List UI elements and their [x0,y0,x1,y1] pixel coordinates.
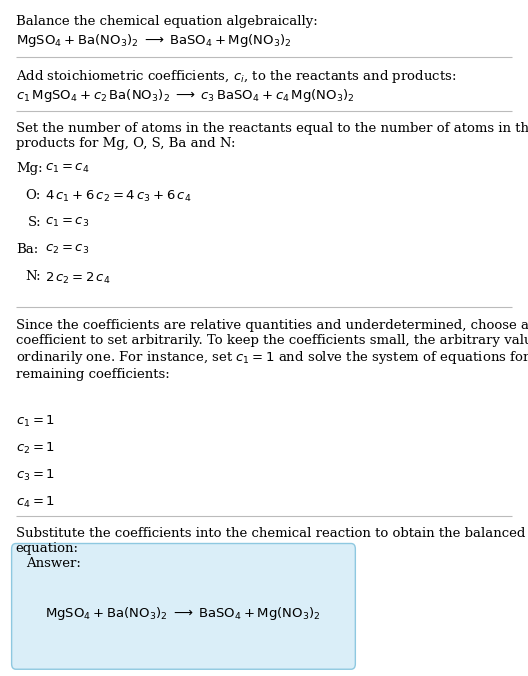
FancyBboxPatch shape [12,544,355,669]
Text: S:: S: [27,216,41,229]
Text: Answer:: Answer: [26,557,81,570]
Text: Mg:: Mg: [16,162,42,175]
Text: O:: O: [25,189,41,202]
Text: Ba:: Ba: [16,243,38,256]
Text: N:: N: [25,270,41,283]
Text: $c_2 = 1$: $c_2 = 1$ [16,441,55,456]
Text: $c_1 = 1$: $c_1 = 1$ [16,414,55,429]
Text: Balance the chemical equation algebraically:: Balance the chemical equation algebraica… [16,15,317,28]
Text: $2\,c_2 = 2\,c_4$: $2\,c_2 = 2\,c_4$ [45,270,110,285]
Text: $c_4 = 1$: $c_4 = 1$ [16,495,55,510]
Text: $c_1 = c_4$: $c_1 = c_4$ [45,162,89,175]
Text: Substitute the coefficients into the chemical reaction to obtain the balanced
eq: Substitute the coefficients into the che… [16,527,525,555]
Text: $c_1 = c_3$: $c_1 = c_3$ [45,216,89,229]
Text: $c_3 = 1$: $c_3 = 1$ [16,468,55,483]
Text: $c_1\,\mathrm{MgSO_4} + c_2\,\mathrm{Ba(NO_3)_2} \;\longrightarrow\; c_3\,\mathr: $c_1\,\mathrm{MgSO_4} + c_2\,\mathrm{Ba(… [16,87,354,103]
Text: Add stoichiometric coefficients, $c_i$, to the reactants and products:: Add stoichiometric coefficients, $c_i$, … [16,68,456,84]
Text: Since the coefficients are relative quantities and underdetermined, choose a
coe: Since the coefficients are relative quan… [16,319,528,381]
Text: Set the number of atoms in the reactants equal to the number of atoms in the
pro: Set the number of atoms in the reactants… [16,122,528,149]
Text: $\mathrm{MgSO_4 + Ba(NO_3)_2 \;\longrightarrow\; BaSO_4 + Mg(NO_3)_2}$: $\mathrm{MgSO_4 + Ba(NO_3)_2 \;\longrigh… [16,32,292,49]
Text: $4\,c_1 + 6\,c_2 = 4\,c_3 + 6\,c_4$: $4\,c_1 + 6\,c_2 = 4\,c_3 + 6\,c_4$ [45,189,191,204]
Text: $c_2 = c_3$: $c_2 = c_3$ [45,243,89,256]
Text: $\mathrm{MgSO_4 + Ba(NO_3)_2 \;\longrightarrow\; BaSO_4 + Mg(NO_3)_2}$: $\mathrm{MgSO_4 + Ba(NO_3)_2 \;\longrigh… [45,605,321,622]
